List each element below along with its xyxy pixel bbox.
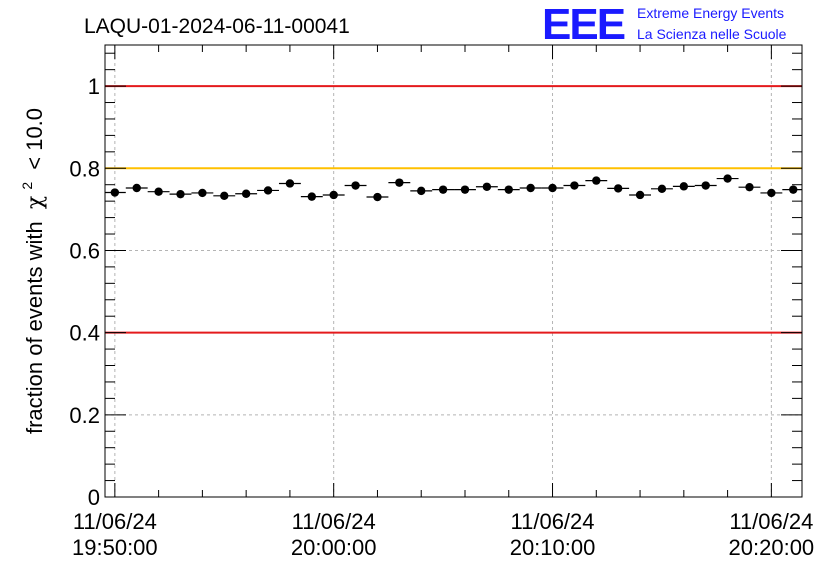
- data-point: [701, 181, 710, 190]
- data-series: [105, 174, 802, 202]
- data-point: [504, 185, 513, 194]
- x-tick-label-date: 11/06/24: [292, 509, 376, 534]
- y-tick-label: 0.6: [69, 238, 100, 263]
- data-point: [176, 189, 185, 199]
- data-point: [241, 189, 251, 198]
- x-tick-label-date: 11/06/24: [511, 509, 595, 534]
- y-axis-title: fraction of events with χ 2 < 10.0: [12, 108, 48, 434]
- y-axis-title-exponent: 2: [19, 182, 35, 190]
- logo-line-1: Extreme Energy Events: [637, 5, 784, 21]
- data-point: [417, 186, 426, 196]
- data-point: [438, 185, 448, 194]
- data-point: [460, 185, 470, 194]
- data-point: [132, 183, 141, 193]
- data-point: [613, 184, 623, 193]
- x-tick-label-time: 20:00:00: [291, 535, 377, 560]
- y-tick-label: 1: [88, 74, 100, 99]
- data-point: [592, 176, 601, 185]
- chart-title: LAQU-01-2024-06-11-00041: [84, 15, 350, 38]
- y-axis-title-symbol: χ: [23, 196, 48, 209]
- data-point: [198, 188, 207, 198]
- eee-logo-mark: EEE: [542, 0, 625, 49]
- y-tick-label: 0.8: [69, 156, 100, 181]
- reference-lines: [105, 85, 802, 334]
- data-point: [745, 182, 754, 192]
- plot-frame: [104, 44, 803, 498]
- data-point: [373, 192, 382, 202]
- data-point: [723, 174, 732, 183]
- svg-text:fraction of events with: fraction of events with χ 2 < 10.0: [12, 108, 48, 434]
- data-point: [285, 179, 295, 188]
- data-point: [307, 192, 317, 201]
- data-point: [657, 184, 667, 194]
- y-tick-label: 0: [88, 485, 100, 510]
- y-tick-label: 0.2: [69, 403, 100, 428]
- data-point: [154, 187, 163, 196]
- data-point: [110, 188, 120, 197]
- x-tick-label-time: 20:10:00: [510, 535, 596, 560]
- x-tick-label-time: 19:50:00: [72, 535, 158, 560]
- data-point: [548, 183, 557, 193]
- data-point: [767, 188, 776, 198]
- data-point: [482, 182, 492, 191]
- data-point: [635, 190, 645, 200]
- data-point: [351, 181, 360, 190]
- data-point: [220, 191, 229, 201]
- data-point: [526, 183, 535, 193]
- logo-line-2: La Scienza nelle Scuole: [637, 26, 787, 42]
- y-tick-label: 0.4: [69, 321, 100, 346]
- y-axis-title-prefix: fraction of events with: [22, 221, 47, 434]
- data-point: [263, 186, 273, 195]
- data-point: [789, 185, 798, 194]
- x-tick-label-date: 11/06/24: [73, 509, 157, 534]
- x-tick-label-date: 11/06/24: [729, 509, 813, 534]
- x-tick-label-time: 20:20:00: [729, 535, 815, 560]
- data-point: [329, 190, 338, 200]
- y-axis-title-suffix: < 10.0: [22, 108, 47, 170]
- eee-logo: EEE Extreme Energy Events La Scienza nel…: [542, 0, 787, 49]
- data-point: [395, 178, 404, 187]
- data-point: [570, 181, 579, 190]
- data-point: [679, 182, 689, 191]
- axis-ticks: 00.20.40.60.8111/06/2419:50:0011/06/2420…: [69, 45, 814, 560]
